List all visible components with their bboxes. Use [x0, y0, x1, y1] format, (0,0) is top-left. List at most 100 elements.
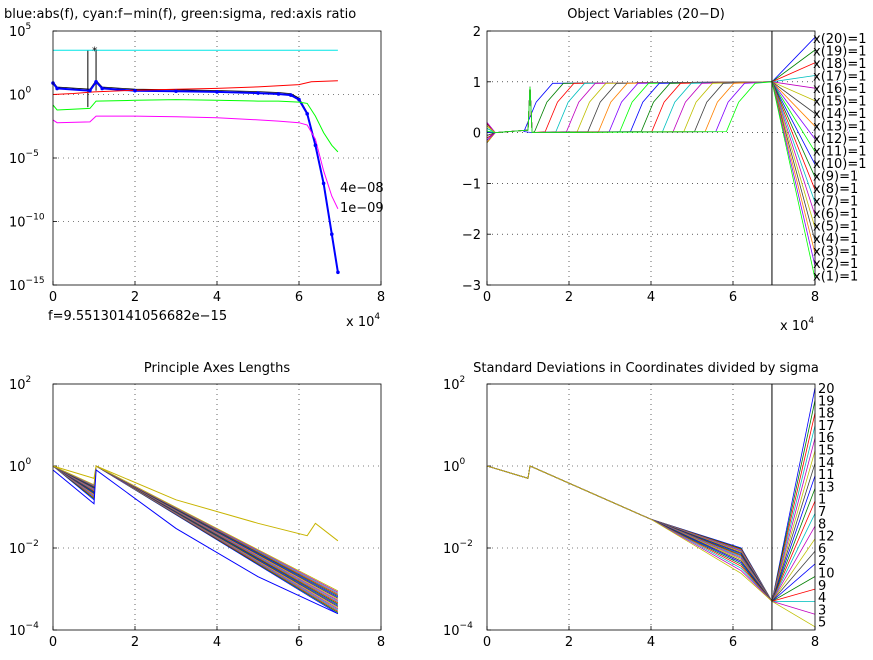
y-tick-exponent: −4: [26, 621, 40, 631]
x-tick-label: 0: [49, 290, 57, 305]
std-deviation-label: 13: [818, 480, 835, 495]
y-tick-exponent: 5: [26, 22, 32, 32]
object-variable-line: [486, 62, 816, 134]
x-tick-label: 2: [131, 635, 139, 650]
std-deviation-label: 8: [818, 517, 826, 532]
abs-f-marker: [330, 232, 334, 236]
std-deviation-label: 17: [818, 419, 835, 434]
std-deviation-line: [486, 465, 816, 603]
x-tick-label: 8: [811, 290, 819, 305]
std-deviation-label: 9: [818, 579, 826, 594]
std-deviation-line: [486, 413, 816, 603]
y-tick-base: 10: [443, 624, 460, 639]
y-tick-exponent: −5: [26, 149, 39, 159]
plot-std-deviations-grid: [487, 384, 815, 630]
object-variable-line: [486, 81, 816, 140]
y-tick-label: −3: [462, 279, 481, 294]
std-deviation-label: 3: [818, 603, 826, 618]
plot-object-variables-x-exponent: x 104: [780, 316, 814, 334]
series-4: [52, 115, 339, 210]
object-variable-label: x(16)=1: [813, 82, 867, 97]
object-variable-label: x(6)=1: [813, 207, 858, 222]
object-variable-line: [486, 81, 816, 203]
plot-fitness: blue:abs(f), cyan:f−min(f), green:sigma,…: [4, 7, 385, 330]
x-tick-label: 2: [131, 290, 139, 305]
object-variable-labels: x(20)=1x(19)=1x(18)=1x(17)=1x(16)=1x(15)…: [813, 32, 867, 285]
axis-length-line: [52, 465, 339, 612]
abs-f-marker: [321, 181, 326, 186]
series-abs-f-shadow: [52, 79, 339, 271]
axis-length-line: [52, 465, 339, 592]
std-deviation-label: 16: [818, 431, 835, 446]
y-tick-base: 10: [9, 279, 26, 294]
std-deviation-line: [486, 465, 816, 602]
object-variable-line: [486, 75, 816, 134]
y-tick-exponent: 0: [26, 457, 32, 467]
abs-f-marker: [100, 86, 104, 91]
plot-object-variables-frame: [486, 30, 816, 286]
plot-object-variables-ticks: 0 2 4 6 8 −3 −2 −1 0 1 2: [462, 25, 819, 305]
y-tick-base: 10: [9, 25, 26, 40]
y-tick-label: 10−15: [9, 276, 45, 294]
y-tick-exponent: −4: [460, 621, 474, 631]
plot-object-variables-lines: [486, 31, 816, 285]
y-tick-exponent: −15: [26, 276, 45, 286]
std-deviation-label: 12: [818, 530, 835, 545]
final-f-value: f=9.55130141056682e−15: [48, 309, 227, 324]
abs-f-marker: [94, 80, 98, 84]
std-deviation-line: [486, 400, 816, 603]
std-deviation-label: 4: [818, 591, 826, 606]
object-variable-label: x(8)=1: [813, 182, 858, 197]
object-variable-line: [486, 81, 816, 165]
best-marker-star: *: [92, 44, 98, 57]
x-tick-label: 8: [377, 635, 385, 650]
axis-length-line: [52, 465, 339, 611]
plot-std-deviations-frame: [486, 383, 816, 631]
y-tick-label: 100: [9, 457, 32, 475]
std-deviation-line: [486, 465, 816, 602]
abs-f-marker: [55, 86, 59, 91]
x-tick-label: 2: [565, 635, 573, 650]
y-tick-exponent: −2: [26, 539, 39, 549]
plot-std-deviations-lines: [486, 384, 816, 630]
plot-principal-axes: Principle Axes Lengths 0 2 4 6 810−410−21001…: [9, 361, 385, 650]
series-0: [52, 80, 339, 273]
std-deviation-label: 20: [818, 382, 835, 397]
y-tick-base: 10: [9, 378, 26, 393]
abs-f-marker: [276, 92, 281, 96]
y-tick-label: 100: [9, 86, 32, 104]
x-tick-label: 0: [483, 635, 491, 650]
plot-object-variables-title: Object Variables (20−D): [567, 7, 725, 22]
x-tick-label: 4: [647, 635, 655, 650]
y-tick-label: −2: [462, 228, 481, 243]
std-deviation-line: [486, 465, 816, 602]
x-tick-label: 6: [729, 290, 737, 305]
object-variable-label: x(9)=1: [813, 170, 858, 185]
plot-fitness-frame: [52, 30, 382, 286]
x-tick-label: 8: [811, 635, 819, 650]
std-deviation-line: [486, 465, 816, 603]
y-tick-base: 10: [9, 216, 26, 231]
y-tick-label: 100: [443, 457, 466, 475]
y-tick-label: 10−5: [9, 149, 39, 167]
plot-object-variables-grid: [487, 31, 815, 285]
x-tick-label: 4: [213, 290, 221, 305]
x-tick-label: 6: [729, 635, 737, 650]
object-variable-label: x(2)=1: [813, 257, 858, 272]
plot-object-variables: Object Variables (20−D) 0 2 4 6 8 −3 −2 −1 0 1 2 x…: [462, 7, 867, 334]
y-tick-label: 102: [9, 375, 31, 393]
x-tick-label: 4: [213, 635, 221, 650]
abs-f-marker: [88, 88, 92, 93]
std-deviation-label: 7: [818, 505, 826, 520]
plot-fitness-grid: [53, 31, 381, 285]
y-tick-base: 10: [9, 542, 26, 557]
y-tick-label: 105: [9, 22, 31, 40]
y-tick-base: 10: [9, 624, 26, 639]
x-tick-label: 0: [483, 290, 491, 305]
plot-fitness-x-exponent: x 104: [346, 312, 380, 330]
std-deviation-label: 19: [818, 394, 835, 409]
std-deviation-line: [486, 465, 816, 603]
y-tick-label: 1: [473, 76, 481, 91]
